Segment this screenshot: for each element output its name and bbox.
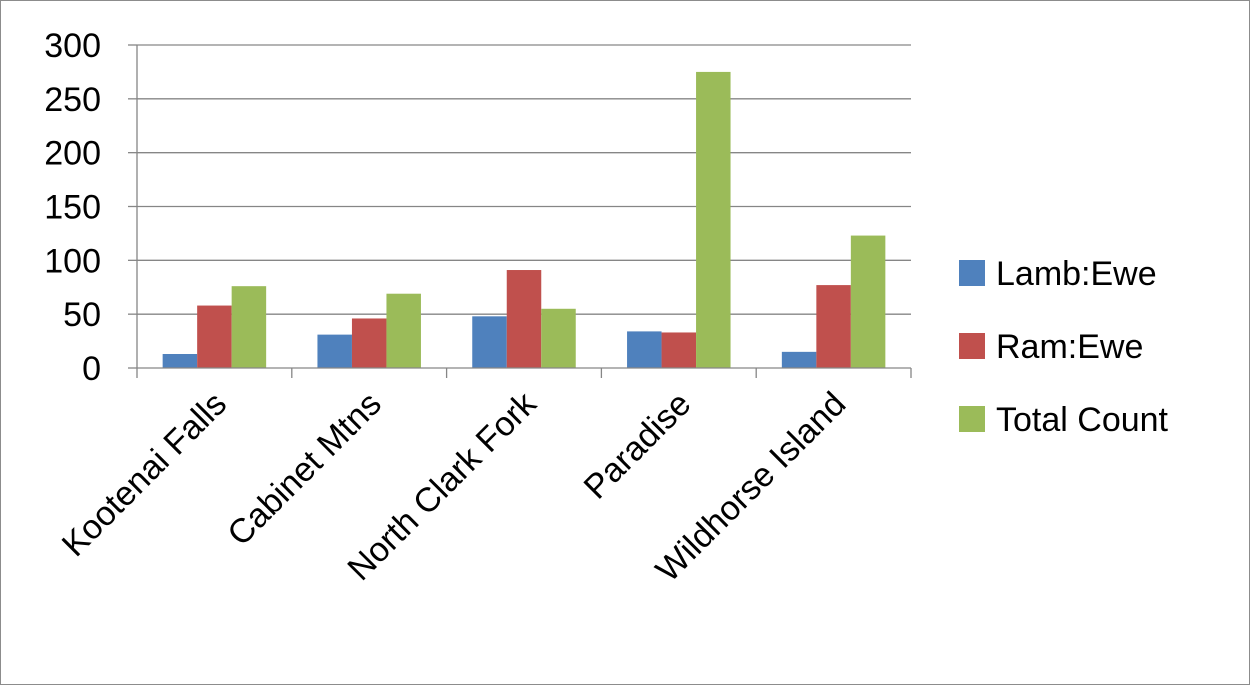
- bar: [627, 331, 662, 368]
- bars: [162, 71, 886, 369]
- x-tick-label: Kootenai Falls: [55, 385, 234, 564]
- bar: [850, 235, 886, 368]
- legend: Lamb:Ewe Ram:Ewe Total Count: [959, 255, 1169, 439]
- gridlines: [137, 44, 911, 315]
- y-tick-label: 200: [44, 135, 101, 173]
- legend-label: Total Count: [996, 401, 1169, 439]
- bar: [661, 332, 697, 368]
- bar: [351, 318, 387, 368]
- legend-swatch: [959, 260, 985, 286]
- axes: [128, 44, 912, 378]
- legend-label: Ram:Ewe: [996, 328, 1143, 366]
- bar: [162, 354, 198, 368]
- legend-swatch: [959, 333, 985, 359]
- bar: [472, 316, 507, 368]
- y-tick-label: 50: [63, 296, 101, 334]
- bar: [816, 285, 851, 368]
- bar: [386, 293, 421, 368]
- bar: [541, 308, 576, 368]
- y-tick-label: 300: [44, 27, 101, 65]
- bar: [696, 71, 731, 369]
- y-tick-label: 0: [82, 350, 101, 388]
- y-axis-tick-labels: 0 50 100 150 200 250 300: [44, 27, 101, 388]
- legend-swatch: [959, 406, 985, 432]
- legend-label: Lamb:Ewe: [996, 255, 1157, 293]
- bar: [231, 286, 267, 368]
- y-tick-label: 100: [44, 242, 101, 280]
- bar: [506, 270, 542, 368]
- x-tick-label: Paradise: [577, 385, 699, 507]
- y-tick-label: 250: [44, 81, 101, 119]
- x-tick-label: Cabinet Mtns: [220, 385, 389, 554]
- bar: [197, 305, 232, 368]
- bar: [317, 334, 352, 368]
- bar: [781, 351, 817, 368]
- y-tick-label: 150: [44, 189, 101, 227]
